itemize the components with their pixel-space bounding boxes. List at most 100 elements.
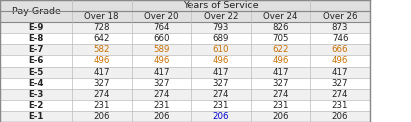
Text: 496: 496 xyxy=(213,56,229,66)
Bar xyxy=(132,111,191,122)
Bar xyxy=(191,78,251,89)
Bar xyxy=(251,100,310,111)
Text: 274: 274 xyxy=(212,90,229,99)
Bar xyxy=(251,111,310,122)
Bar xyxy=(0,33,72,44)
Bar xyxy=(251,11,310,22)
Text: 610: 610 xyxy=(212,46,229,54)
Bar xyxy=(310,22,370,33)
Bar xyxy=(310,56,370,66)
Text: 417: 417 xyxy=(272,68,289,76)
Text: 746: 746 xyxy=(332,34,349,43)
Text: Pay Grade: Pay Grade xyxy=(12,7,60,16)
Bar xyxy=(191,66,251,78)
Bar xyxy=(191,100,251,111)
Bar xyxy=(72,56,132,66)
Text: 582: 582 xyxy=(93,46,110,54)
Bar xyxy=(310,44,370,56)
Text: 327: 327 xyxy=(153,79,170,88)
Bar xyxy=(72,66,132,78)
Text: 496: 496 xyxy=(332,56,348,66)
Text: 660: 660 xyxy=(153,34,170,43)
Bar xyxy=(0,0,72,22)
Bar xyxy=(72,0,370,11)
Text: 274: 274 xyxy=(93,90,110,99)
Bar xyxy=(132,56,191,66)
Text: 206: 206 xyxy=(153,112,170,121)
Text: 417: 417 xyxy=(93,68,110,76)
Text: 206: 206 xyxy=(93,112,110,121)
Bar xyxy=(72,111,132,122)
Bar xyxy=(310,111,370,122)
Text: 826: 826 xyxy=(272,23,289,32)
Bar xyxy=(251,89,310,100)
Bar xyxy=(310,33,370,44)
Bar xyxy=(0,100,72,111)
Bar xyxy=(0,66,72,78)
Bar xyxy=(72,11,132,22)
Bar xyxy=(251,22,310,33)
Text: 327: 327 xyxy=(93,79,110,88)
Bar xyxy=(310,78,370,89)
Bar xyxy=(310,66,370,78)
Bar xyxy=(132,22,191,33)
Text: 873: 873 xyxy=(332,23,349,32)
Text: E-2: E-2 xyxy=(28,101,44,110)
Bar xyxy=(132,11,191,22)
Text: 274: 274 xyxy=(153,90,170,99)
Text: 231: 231 xyxy=(332,101,349,110)
Bar xyxy=(0,111,72,122)
Bar xyxy=(0,22,72,33)
Text: 274: 274 xyxy=(272,90,289,99)
Bar xyxy=(191,44,251,56)
Text: Over 20: Over 20 xyxy=(144,12,178,21)
Text: 705: 705 xyxy=(272,34,289,43)
Text: 496: 496 xyxy=(94,56,110,66)
Text: 327: 327 xyxy=(212,79,229,88)
Text: 689: 689 xyxy=(213,34,229,43)
Text: 793: 793 xyxy=(213,23,229,32)
Text: 231: 231 xyxy=(272,101,289,110)
Text: 206: 206 xyxy=(332,112,349,121)
Bar xyxy=(72,22,132,33)
Text: 231: 231 xyxy=(93,101,110,110)
Bar xyxy=(251,78,310,89)
Text: 206: 206 xyxy=(272,112,289,121)
Text: 496: 496 xyxy=(153,56,169,66)
Bar xyxy=(72,89,132,100)
Text: Over 24: Over 24 xyxy=(263,12,298,21)
Text: 274: 274 xyxy=(332,90,349,99)
Text: 327: 327 xyxy=(272,79,289,88)
Text: 666: 666 xyxy=(332,46,349,54)
Bar xyxy=(310,11,370,22)
Bar xyxy=(132,78,191,89)
Text: E-3: E-3 xyxy=(28,90,44,99)
Text: Over 18: Over 18 xyxy=(85,12,119,21)
Bar xyxy=(132,100,191,111)
Bar xyxy=(132,89,191,100)
Bar xyxy=(191,22,251,33)
Text: E-4: E-4 xyxy=(28,79,44,88)
Bar xyxy=(191,111,251,122)
Bar xyxy=(0,89,72,100)
Bar xyxy=(132,66,191,78)
Text: 417: 417 xyxy=(332,68,349,76)
Bar xyxy=(191,33,251,44)
Text: Over 26: Over 26 xyxy=(323,12,357,21)
Text: 728: 728 xyxy=(93,23,110,32)
Text: E-1: E-1 xyxy=(28,112,44,121)
Text: 231: 231 xyxy=(153,101,170,110)
Text: 206: 206 xyxy=(212,112,229,121)
Bar xyxy=(251,66,310,78)
Bar xyxy=(251,44,310,56)
Text: 327: 327 xyxy=(332,79,349,88)
Text: E-5: E-5 xyxy=(28,68,44,76)
Bar xyxy=(0,78,72,89)
Bar xyxy=(132,44,191,56)
Text: E-6: E-6 xyxy=(28,56,44,66)
Bar xyxy=(72,44,132,56)
Bar xyxy=(191,89,251,100)
Text: Over 22: Over 22 xyxy=(204,12,238,21)
Text: 764: 764 xyxy=(153,23,170,32)
Bar xyxy=(132,33,191,44)
